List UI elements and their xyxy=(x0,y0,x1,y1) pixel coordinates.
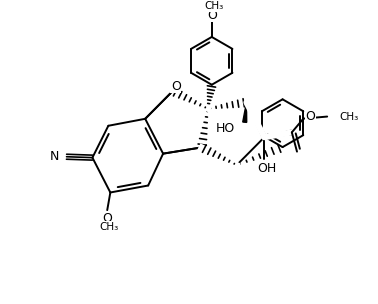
Text: O: O xyxy=(305,110,315,123)
Text: N: N xyxy=(50,150,60,163)
Text: O: O xyxy=(102,212,112,225)
Text: CH₃: CH₃ xyxy=(339,112,358,122)
Text: O: O xyxy=(207,9,217,22)
Text: O: O xyxy=(171,80,181,92)
Text: OH: OH xyxy=(257,162,276,174)
Polygon shape xyxy=(246,102,266,138)
Text: HO: HO xyxy=(215,122,235,135)
Text: CH₃: CH₃ xyxy=(99,222,119,232)
Polygon shape xyxy=(264,130,292,137)
Polygon shape xyxy=(243,102,247,123)
Text: CH₃: CH₃ xyxy=(204,1,223,11)
